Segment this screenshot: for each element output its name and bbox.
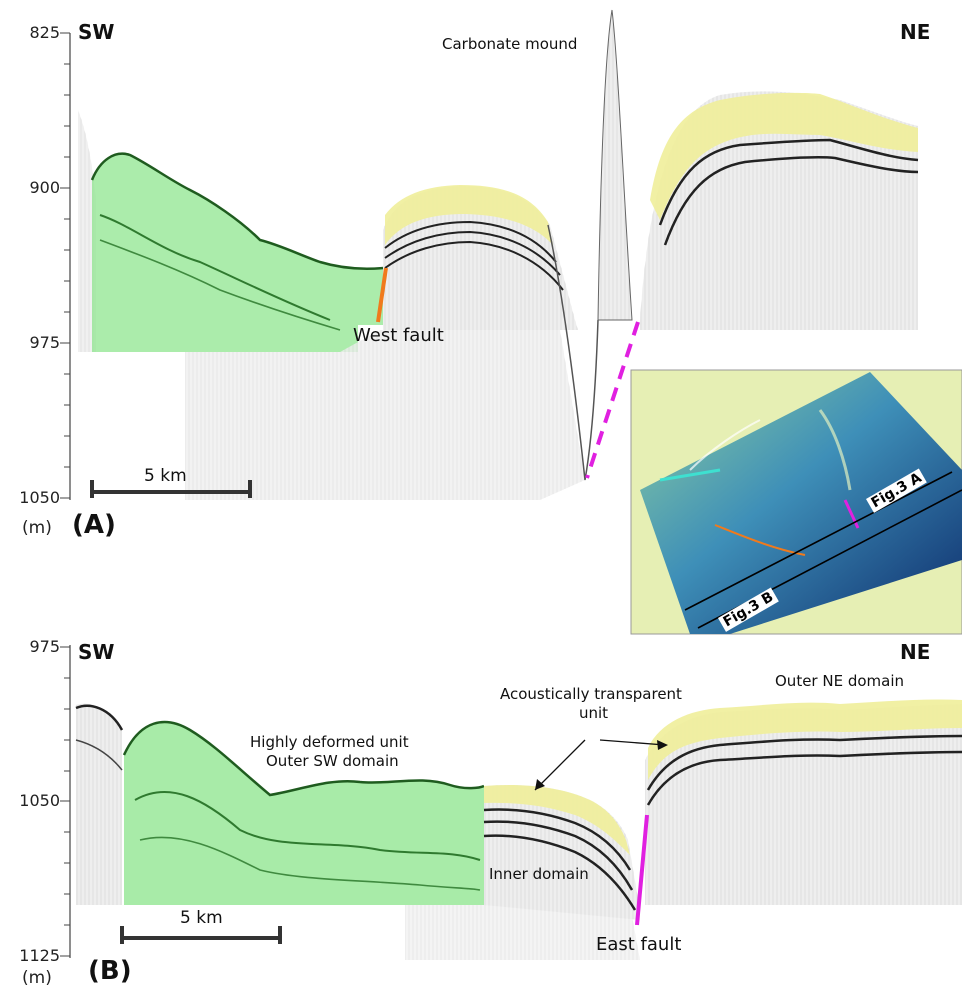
yellow-unit-a2 [650, 92, 918, 220]
yellow-unit-b1 [484, 784, 630, 855]
panel-a-tick-3: 1050 [19, 488, 60, 507]
outer-ne-domain-label: Outer NE domain [775, 672, 905, 690]
scale-bar-b-label: 5 km [180, 908, 223, 928]
scale-bar-a [90, 480, 252, 498]
arrow-transparent-left [534, 739, 586, 791]
transparent-unit-label-line1: Acoustically transparent [500, 685, 682, 703]
panel-b-sw-label: SW [78, 640, 115, 664]
panel-a-tick-2: 975 [29, 333, 60, 352]
profile-line-b [684, 471, 953, 611]
yellow-unit-b2 [648, 699, 962, 780]
panel-b-tick-0: 975 [29, 637, 60, 656]
panel-a-tick-0: 825 [29, 23, 60, 42]
west-fault-label: West fault [353, 325, 444, 346]
inner-domain-label: Inner domain [489, 865, 589, 883]
panel-b-seismic [75, 699, 962, 960]
deformed-unit-label-line1: Highly deformed unit [250, 733, 409, 751]
panel-a-ne-label: NE [900, 20, 931, 44]
panel-b-tick-2: 1125 [19, 946, 60, 965]
east-fault-line [635, 814, 649, 926]
panel-a-label: (A) [72, 510, 116, 540]
panel-b-tick-1: 1050 [19, 791, 60, 810]
panel-b-unit: (m) [22, 968, 52, 988]
carbonate-mound-label: Carbonate mound [442, 35, 578, 53]
panel-a-unit: (m) [22, 518, 52, 538]
west-fault-line [376, 267, 388, 323]
yellow-unit-a1 [385, 185, 553, 245]
arrow-transparent-right [599, 739, 666, 746]
panel-a-seismic [78, 9, 919, 500]
panel-a-tick-1: 900 [29, 178, 60, 197]
transparent-unit-label-line2: unit [579, 704, 609, 722]
deformed-unit-label-line2: Outer SW domain [266, 752, 399, 770]
scale-bar-a-label: 5 km [144, 466, 187, 486]
green-deformed-unit-b [124, 722, 484, 905]
location-inset-map [630, 369, 962, 635]
east-fault-dashed-line [585, 321, 640, 479]
panel-a-sw-label: SW [78, 20, 115, 44]
panel-b-axis [60, 645, 71, 958]
panel-b-label: (B) [88, 956, 132, 986]
green-deformed-unit-a [92, 153, 383, 352]
panel-b-ne-label: NE [900, 640, 931, 664]
panel-a-axis [60, 32, 71, 500]
east-fault-label: East fault [596, 934, 682, 955]
scale-bar-b [120, 926, 282, 944]
